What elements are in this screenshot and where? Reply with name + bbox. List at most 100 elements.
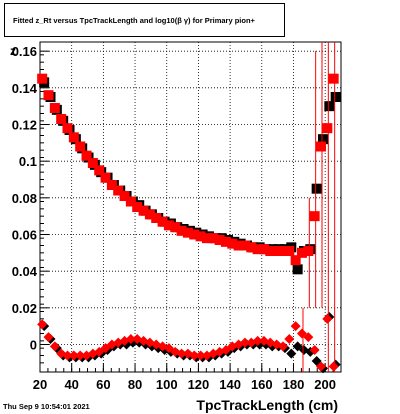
y-tick-label: 0.06	[12, 228, 37, 243]
red-square-point	[265, 246, 276, 256]
red-diamond-point	[49, 341, 60, 352]
red-diamond-point	[284, 334, 295, 344]
red-square-point	[303, 246, 314, 256]
x-tick-label: 60	[96, 377, 110, 392]
red-diamond-point	[309, 345, 320, 355]
y-tick-label: 0.16	[12, 44, 37, 59]
red-diamond-point	[125, 334, 136, 344]
black-square-point	[317, 134, 328, 145]
black-diamond-point	[292, 341, 303, 352]
red-square-point	[138, 205, 149, 216]
red-square-point	[75, 141, 86, 152]
tick-labels: 20 40 60 80 100 120 140 160 180 200 0 0.02 0.04 0.06 0…	[12, 44, 336, 392]
red-diamond-point	[277, 341, 288, 352]
red-diamond-point	[37, 319, 48, 330]
x-tick-label: 120	[188, 377, 210, 392]
red-square-point	[132, 202, 143, 212]
red-diamond-point	[189, 350, 200, 361]
red-square-point	[144, 209, 155, 220]
red-square-point	[258, 244, 269, 255]
red-square-point	[182, 227, 193, 238]
grid-lines	[39, 42, 341, 372]
timestamp-footer: Thu Sep 9 10:54:01 2021	[3, 402, 90, 411]
y-axis-label: z	[10, 44, 16, 58]
red-square-point	[119, 191, 130, 201]
data-marks	[37, 42, 341, 374]
red-diamond-point	[315, 361, 326, 372]
red-diamond-point	[290, 321, 301, 332]
red-square-point	[271, 246, 282, 256]
red-diamond-point	[322, 313, 333, 324]
red-square-point	[113, 185, 124, 196]
red-square-point	[315, 141, 326, 152]
y-tick-label: 0.1	[19, 154, 37, 169]
y-tick-label: 0.12	[12, 118, 37, 133]
red-diamond-point	[252, 335, 263, 346]
red-square-point	[94, 165, 105, 176]
x-tick-label: 160	[251, 377, 273, 392]
red-diamond-point	[296, 328, 307, 339]
red-square-point	[151, 213, 162, 223]
chart-title-box: Fitted z_Rt versus TpcTrackLength and lo…	[4, 3, 285, 37]
red-square-point	[277, 246, 288, 256]
red-square-point	[246, 242, 257, 253]
black-square-point	[330, 92, 341, 102]
red-square-point	[176, 225, 187, 236]
red-square-point	[220, 236, 231, 247]
red-square-point	[328, 73, 339, 84]
y-tick-label: 0.02	[12, 301, 37, 316]
red-diamond-point	[328, 361, 339, 372]
red-square-point	[296, 247, 307, 258]
red-square-point	[195, 231, 206, 242]
red-square-point	[189, 229, 200, 240]
x-tick-label: 180	[283, 377, 305, 392]
red-diamond-point	[62, 350, 73, 361]
y-tick-label: 0	[30, 338, 37, 353]
red-diamond-point	[43, 332, 54, 343]
red-square-point	[56, 114, 67, 124]
red-square-point	[290, 255, 301, 266]
red-square-point	[214, 235, 225, 245]
red-square-point	[163, 220, 174, 231]
red-square-point	[68, 132, 79, 143]
x-tick-label: 100	[156, 377, 178, 392]
plot-frame	[39, 41, 342, 373]
red-diamond-point	[75, 350, 86, 361]
black-square-point	[292, 264, 303, 275]
x-tick-label: 80	[128, 377, 142, 392]
red-diamond-point	[195, 350, 206, 361]
red-square-point	[239, 240, 250, 251]
red-square-point	[37, 73, 48, 84]
red-square-point	[49, 103, 60, 113]
red-diamond-point	[68, 350, 79, 361]
axis-ticks	[39, 50, 342, 372]
red-diamond-point	[239, 337, 250, 348]
red-diamond-point	[176, 348, 187, 359]
red-square-point	[100, 172, 111, 183]
red-square-point	[157, 216, 168, 227]
red-square-point	[201, 233, 212, 244]
black-square-point	[324, 101, 335, 112]
red-square-point	[87, 158, 98, 168]
red-diamond-point	[100, 343, 111, 354]
red-square-point	[233, 240, 244, 251]
red-diamond-point	[94, 346, 105, 357]
red-diamond-point	[220, 345, 231, 355]
y-tick-label: 0.14	[12, 81, 38, 96]
x-tick-label: 40	[64, 377, 78, 392]
red-square-point	[322, 123, 333, 134]
red-square-point	[81, 150, 92, 161]
red-square-point	[43, 90, 54, 101]
red-square-point	[62, 123, 73, 134]
red-diamond-point	[163, 343, 174, 354]
red-square-point	[284, 246, 295, 256]
chart-title: Fitted z_Rt versus TpcTrackLength and lo…	[13, 16, 255, 25]
red-square-point	[309, 211, 320, 222]
red-square-point	[208, 233, 219, 244]
x-tick-label: 140	[219, 377, 241, 392]
red-diamond-point	[303, 332, 314, 343]
x-tick-label: 20	[33, 377, 47, 392]
x-axis-label: TpcTrackLength (cm)	[196, 397, 338, 413]
y-tick-label: 0.08	[12, 191, 37, 206]
